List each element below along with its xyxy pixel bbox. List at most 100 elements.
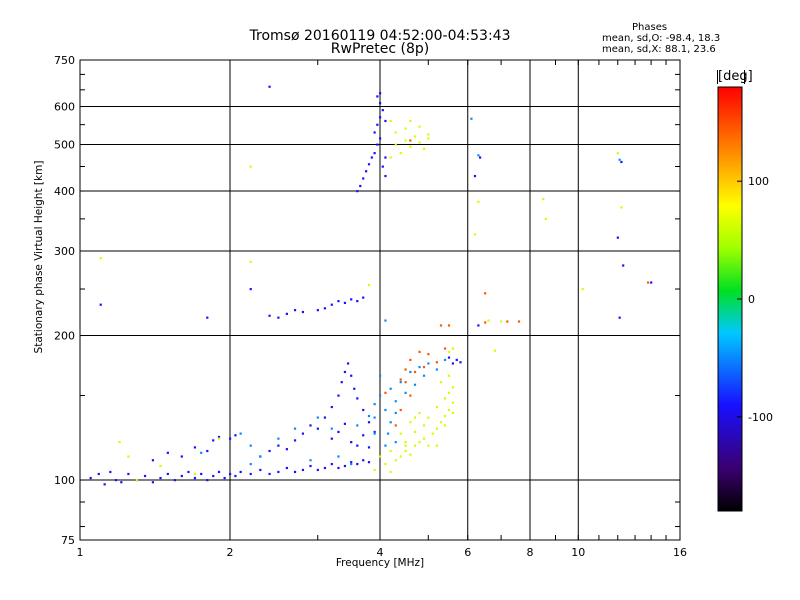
data-point <box>356 444 359 447</box>
data-point <box>293 309 297 312</box>
data-point <box>118 441 121 444</box>
data-point <box>443 358 447 362</box>
data-point <box>451 411 455 415</box>
data-point <box>350 298 353 301</box>
data-point <box>394 143 397 146</box>
data-point <box>404 381 407 384</box>
data-point <box>427 137 430 140</box>
y-axis-ticks: 75 100 200 300 400 500 600 750 <box>54 54 680 547</box>
data-point <box>622 264 625 267</box>
y-tick-label: 300 <box>54 245 75 258</box>
data-point <box>381 165 384 168</box>
x-tick-label: 16 <box>673 546 687 559</box>
data-point <box>447 391 451 394</box>
data-point <box>544 217 547 221</box>
data-point <box>443 397 447 400</box>
x-tick-label: 1 <box>77 546 84 559</box>
data-point <box>365 170 368 173</box>
data-point <box>409 453 412 456</box>
data-point <box>234 434 237 437</box>
data-point <box>330 303 333 306</box>
data-point <box>173 479 177 482</box>
data-point <box>239 470 242 474</box>
data-point <box>422 424 426 427</box>
data-point <box>409 370 412 374</box>
colorbar-ticks: 100 0 -100 <box>737 175 773 424</box>
colorbar-unit-label: [deg] <box>717 69 753 84</box>
data-point <box>418 350 421 353</box>
data-point <box>362 459 365 462</box>
data-point <box>439 324 443 327</box>
data-point <box>384 156 387 159</box>
data-point <box>114 479 118 482</box>
data-point <box>455 358 458 362</box>
data-point <box>343 301 347 305</box>
data-point <box>337 300 340 303</box>
data-point <box>477 200 480 203</box>
data-point <box>484 321 487 324</box>
data-point <box>389 421 392 424</box>
data-point <box>409 139 412 142</box>
data-point <box>362 177 365 180</box>
data-point <box>234 474 237 478</box>
data-point <box>316 309 319 312</box>
data-point <box>422 365 426 369</box>
phases-x-mode: mean, sd,X: 88.1, 23.6 <box>602 44 716 55</box>
data-point <box>367 163 371 166</box>
data-point <box>376 123 379 126</box>
data-point <box>337 394 340 397</box>
x-tick-label: 10 <box>571 546 585 559</box>
y-tick-label: 750 <box>54 54 75 67</box>
data-point <box>427 362 430 365</box>
y-tick-label: 200 <box>54 330 75 343</box>
chart-grid <box>80 60 680 540</box>
data-point <box>330 462 333 466</box>
y-tick-label: 600 <box>54 101 75 114</box>
data-point <box>367 414 371 418</box>
y-axis-label: Stationary phase Virtual Height [km] <box>33 160 45 354</box>
data-point <box>389 449 392 453</box>
data-point <box>487 319 490 322</box>
data-point <box>422 437 426 440</box>
data-point <box>330 405 333 409</box>
data-point <box>404 444 407 447</box>
data-point <box>379 137 382 140</box>
data-point <box>427 133 430 136</box>
data-point <box>301 432 305 435</box>
data-point <box>427 444 430 447</box>
data-point <box>435 444 438 447</box>
data-point <box>473 174 477 178</box>
data-point <box>239 432 242 435</box>
data-point <box>422 147 426 150</box>
data-point <box>343 370 347 374</box>
data-point <box>616 236 619 239</box>
data-point <box>435 361 438 364</box>
data-point <box>404 139 407 142</box>
y-tick-label: 75 <box>61 534 75 547</box>
data-point <box>409 119 412 123</box>
data-point <box>293 427 297 430</box>
data-point <box>353 387 356 390</box>
data-point <box>422 374 426 377</box>
data-point <box>356 462 359 466</box>
data-point <box>350 462 353 466</box>
phases-o-mode: mean, sd,O: -98.4, 18.3 <box>602 33 721 44</box>
data-point <box>268 85 271 88</box>
data-point <box>389 387 392 390</box>
data-point <box>229 472 232 476</box>
data-point <box>399 378 402 381</box>
data-point <box>542 198 545 201</box>
data-point <box>616 152 619 155</box>
data-point <box>500 320 503 323</box>
data-point <box>379 394 382 397</box>
data-point <box>447 374 451 377</box>
data-point <box>249 444 252 447</box>
data-point <box>409 145 412 148</box>
data-point <box>103 483 106 486</box>
data-point <box>379 116 382 119</box>
data-point <box>435 368 438 371</box>
data-point <box>293 439 297 442</box>
data-point <box>373 430 376 434</box>
data-point <box>343 422 347 425</box>
